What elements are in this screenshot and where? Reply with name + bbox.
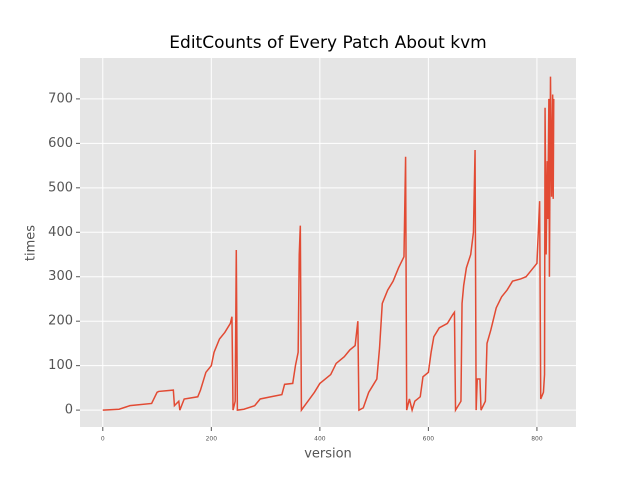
y-tick-label: 300 bbox=[48, 269, 73, 284]
x-tick-label: 0 bbox=[101, 436, 105, 443]
y-tick-label: 700 bbox=[48, 91, 73, 106]
y-tick-label: 400 bbox=[48, 225, 73, 240]
y-tick-label: 100 bbox=[48, 358, 73, 373]
chart-title: EditCounts of Every Patch About kvm bbox=[169, 33, 486, 53]
y-tick-label: 600 bbox=[48, 136, 73, 151]
y-tick-label: 0 bbox=[65, 403, 73, 418]
x-tick-label: 200 bbox=[206, 436, 218, 443]
x-tick-label: 800 bbox=[531, 436, 543, 443]
y-tick-label: 200 bbox=[48, 314, 73, 329]
data-line bbox=[102, 76, 555, 413]
x-tick-label: 400 bbox=[314, 436, 326, 443]
y-axis-label: times bbox=[24, 225, 39, 261]
y-tick-label: 500 bbox=[48, 180, 73, 195]
x-axis-label: version bbox=[304, 447, 352, 462]
plot-area bbox=[80, 58, 576, 427]
x-tick-label: 600 bbox=[423, 436, 435, 443]
